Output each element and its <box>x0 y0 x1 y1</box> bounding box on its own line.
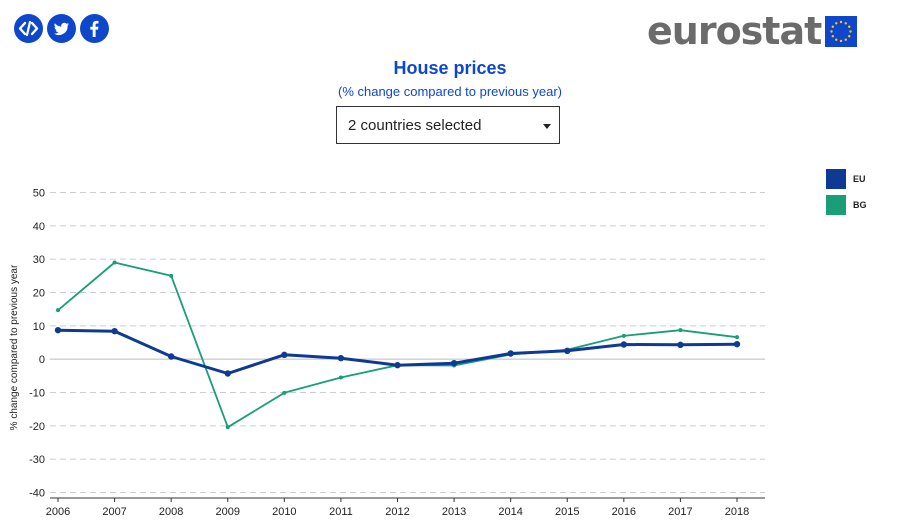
data-point-eu <box>111 327 118 335</box>
x-tick-label: 2006 <box>46 506 70 518</box>
flag-star <box>848 25 851 28</box>
facebook-share-button[interactable] <box>80 14 109 43</box>
x-tick-label: 2015 <box>555 506 579 518</box>
data-point-bg <box>735 335 739 340</box>
x-tick-label: 2017 <box>668 506 692 518</box>
data-point-bg <box>338 375 343 380</box>
x-tick-label: 2011 <box>329 506 353 518</box>
y-tick-label: -10 <box>29 388 45 400</box>
country-select-value: 2 countries selected <box>348 116 482 134</box>
data-point-bg <box>112 260 117 265</box>
x-tick-label: 2013 <box>442 506 466 518</box>
flag-star <box>849 29 852 33</box>
chart-legend: EU BG <box>826 168 867 220</box>
flag-star <box>840 20 843 23</box>
data-point-bg <box>169 273 174 278</box>
x-tick-label: 2010 <box>272 506 296 518</box>
legend-swatch-bg <box>826 195 846 215</box>
flag-star <box>844 21 848 24</box>
logo-wordmark: eurostat <box>647 9 822 53</box>
y-axis-label: % change compared to previous year <box>9 264 20 430</box>
legend-item-eu[interactable]: EU <box>826 168 867 190</box>
x-tick-label: 2016 <box>612 506 636 518</box>
facebook-icon <box>90 20 99 37</box>
data-point-eu <box>620 341 628 348</box>
x-tick-label: 2018 <box>725 506 749 518</box>
y-tick-label: -40 <box>29 488 45 500</box>
data-point-eu <box>281 351 288 359</box>
eurostat-logo: eurostat <box>647 9 858 53</box>
code-icon <box>18 20 39 37</box>
embed-button[interactable] <box>14 14 43 43</box>
y-tick-label: 10 <box>33 321 45 333</box>
twitter-share-button[interactable] <box>47 14 76 43</box>
data-point-bg <box>621 333 626 338</box>
twitter-icon <box>54 22 69 36</box>
y-tick-label: -20 <box>29 421 45 433</box>
data-point-eu <box>167 353 175 360</box>
data-point-bg <box>56 308 60 313</box>
data-point-bg <box>678 328 683 333</box>
data-point-eu <box>450 359 458 367</box>
data-point-eu <box>337 354 345 362</box>
x-tick-label: 2007 <box>102 506 126 518</box>
flag-star <box>835 21 838 24</box>
y-tick-label: 0 <box>39 354 45 366</box>
caret-down-icon <box>543 124 551 129</box>
country-select[interactable]: 2 countries selected <box>336 106 560 144</box>
share-toolbar <box>14 14 109 43</box>
flag-star <box>831 25 835 28</box>
x-tick-label: 2012 <box>385 506 409 518</box>
data-point-eu <box>54 326 62 334</box>
data-point-eu <box>224 370 231 377</box>
flag-star <box>831 34 835 37</box>
flag-star <box>830 29 833 33</box>
y-tick-label: -30 <box>29 454 45 466</box>
legend-label-eu: EU <box>853 174 866 184</box>
data-point-eu <box>394 361 401 369</box>
data-point-eu <box>733 340 741 348</box>
flag-star <box>835 38 838 41</box>
data-point-eu <box>564 347 571 355</box>
chart-subtitle: (% change compared to previous year) <box>337 84 562 99</box>
flag-star <box>840 39 843 42</box>
x-tick-label: 2014 <box>498 506 522 518</box>
y-tick-label: 20 <box>33 288 45 300</box>
data-point-bg <box>225 425 230 430</box>
chart-title: House prices <box>393 58 507 78</box>
y-tick-label: 40 <box>33 221 45 233</box>
flag-star <box>848 34 851 37</box>
legend-item-bg[interactable]: BG <box>826 194 867 216</box>
x-tick-label: 2008 <box>159 506 183 518</box>
y-tick-label: 50 <box>33 188 45 200</box>
y-tick-label: 30 <box>33 254 45 266</box>
legend-swatch-eu <box>826 169 846 189</box>
data-point-bg <box>282 390 287 395</box>
legend-label-bg: BG <box>853 200 867 210</box>
data-point-eu <box>507 350 514 357</box>
x-tick-label: 2009 <box>216 506 240 518</box>
eu-flag-icon <box>825 15 858 47</box>
flag-star <box>844 38 848 41</box>
data-point-eu <box>677 341 684 349</box>
